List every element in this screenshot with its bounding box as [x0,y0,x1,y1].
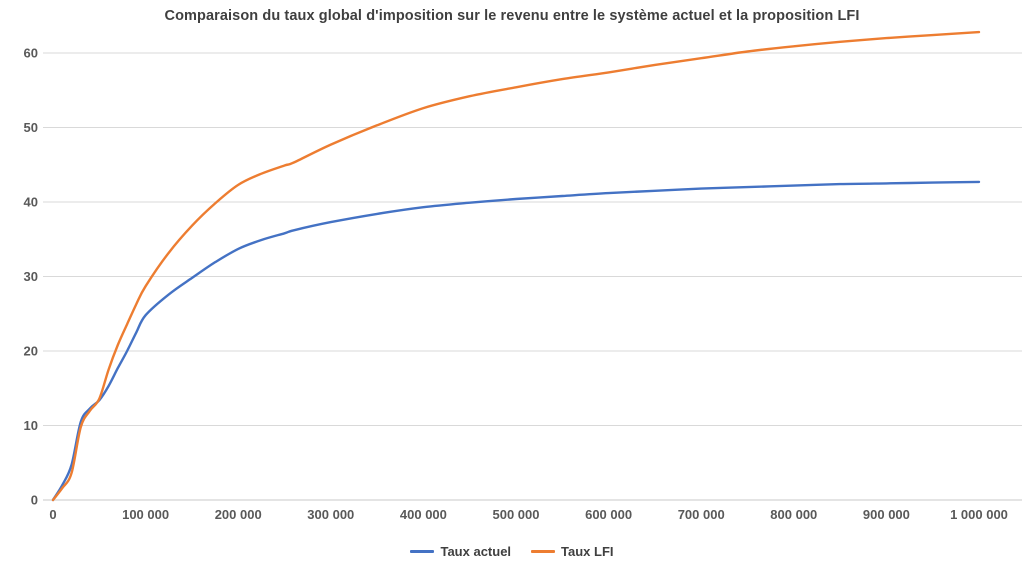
x-tick-label: 800 000 [770,507,817,522]
legend-label: Taux LFI [561,544,614,559]
x-tick-label: 0 [49,507,56,522]
legend-line-swatch [531,550,556,553]
x-tick-label: 1 000 000 [950,507,1008,522]
y-tick-label: 20 [24,344,38,359]
chart-title: Comparaison du taux global d'imposition … [164,8,860,24]
x-tick-label: 700 000 [678,507,725,522]
x-tick-label: 400 000 [400,507,447,522]
legend-item-taux-actuel: Taux actuel [410,544,511,559]
y-tick-label: 10 [24,418,38,433]
legend-item-taux-lfi: Taux LFI [531,544,614,559]
x-tick-label: 200 000 [215,507,262,522]
y-tick-label: 50 [24,120,38,135]
y-tick-label: 0 [31,493,38,508]
y-tick-label: 40 [24,195,38,210]
series-line-taux-lfi [51,30,981,502]
x-tick-label: 300 000 [307,507,354,522]
x-tick-label: 600 000 [585,507,632,522]
x-tick-label: 100 000 [122,507,169,522]
y-tick-label: 30 [24,269,38,284]
x-tick-label: 500 000 [493,507,540,522]
x-tick-label: 900 000 [863,507,910,522]
series-line-taux-actuel [51,180,981,502]
y-tick-label: 60 [24,46,38,61]
legend-line-swatch [410,550,435,553]
legend-label: Taux actuel [440,544,512,559]
chart-legend: Taux actuel Taux LFI [0,544,1024,559]
